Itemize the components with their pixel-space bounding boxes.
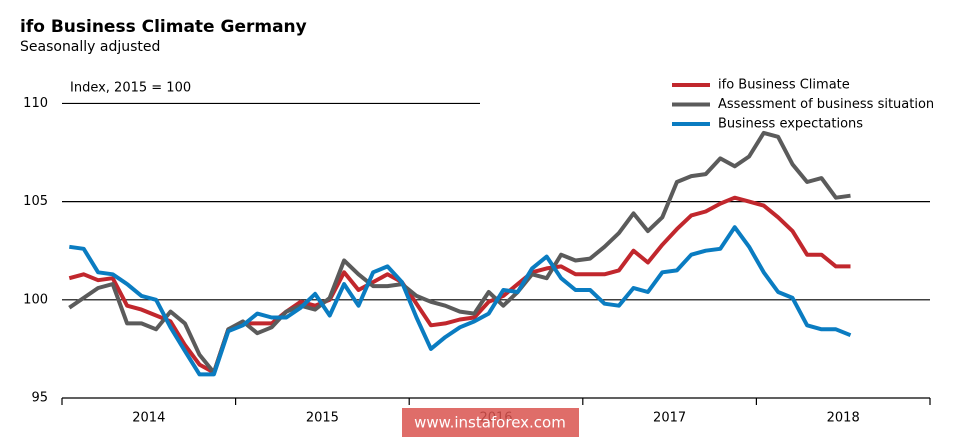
y-tick-label: 100 xyxy=(23,292,48,307)
watermark: www.instaforex.com xyxy=(414,414,566,432)
series-line xyxy=(69,225,852,377)
x-tick-label: 2017 xyxy=(653,411,686,426)
series-line xyxy=(68,130,851,375)
y-tick-label: 110 xyxy=(23,96,48,111)
annotation: Index, 2015 = 100 xyxy=(70,81,191,96)
legend-label: Assessment of business situation xyxy=(718,97,934,112)
x-tick-label: 2015 xyxy=(306,411,339,426)
chart-subtitle: Seasonally adjusted xyxy=(20,39,160,55)
y-tick-label: 105 xyxy=(23,194,48,209)
watermark-box xyxy=(402,408,579,437)
legend-background xyxy=(480,76,950,140)
legend-label: Business expectations xyxy=(718,117,863,132)
chart-title: ifo Business Climate Germany xyxy=(20,17,307,37)
y-tick-label: 95 xyxy=(31,391,48,406)
series-line xyxy=(68,195,851,375)
x-tick-label: 2014 xyxy=(132,411,165,426)
legend-label: ifo Business Climate xyxy=(718,78,850,93)
x-tick-label: 2018 xyxy=(827,411,860,426)
